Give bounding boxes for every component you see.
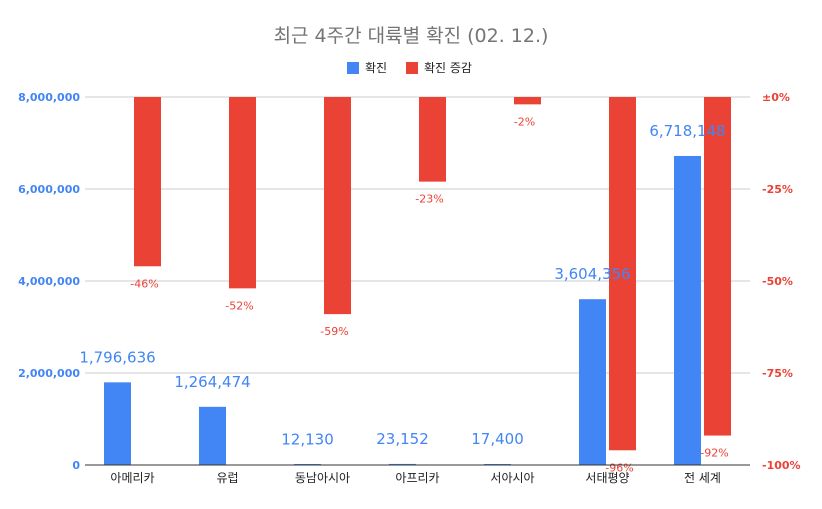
category-axis: 아메리카 유럽 동남아시아 아프리카 서아시아 서태평양 전 세계 (85, 464, 750, 485)
bars: 1,796,636 -46% 1,264,474 -52% 12,130 -59% 23,1… (79, 97, 731, 474)
data-label-confirmed: 3,604,356 (554, 265, 630, 283)
gridlines (85, 96, 750, 374)
right-tick-label: -50% (762, 275, 793, 288)
category-label: 서태평양 (585, 471, 629, 485)
left-tick-label: 4,000,000 (18, 275, 80, 288)
bar-confirmed (389, 463, 416, 465)
right-tick-label: -25% (762, 183, 793, 196)
data-label-confirmed: 6,718,148 (649, 122, 725, 140)
right-tick-label: ±0% (762, 91, 790, 104)
left-tick-label: 6,000,000 (18, 183, 80, 196)
data-label-change: -46% (130, 277, 158, 290)
legend: 확진 확진 증감 (347, 61, 472, 75)
legend-label-1: 확진 (365, 61, 387, 75)
data-label-change: -59% (320, 325, 348, 338)
data-label-change: -2% (514, 115, 535, 128)
left-tick-label: 8,000,000 (18, 91, 80, 104)
category-label: 아메리카 (110, 471, 154, 485)
left-tick-label: 2,000,000 (18, 367, 80, 380)
legend-swatch-2 (406, 62, 418, 74)
data-label-confirmed: 12,130 (281, 430, 334, 448)
bar-confirmed (104, 382, 131, 465)
data-label-change: -52% (225, 299, 253, 312)
data-label-change: -23% (415, 193, 443, 206)
right-axis: ±0% -25% -50% -75% -100% (762, 91, 801, 472)
category-label: 서아시아 (490, 471, 534, 485)
bar-change (514, 97, 541, 105)
bar-change (609, 97, 636, 451)
left-axis: 0 2,000,000 4,000,000 6,000,000 8,000,000 (18, 91, 80, 472)
bar-confirmed (674, 155, 701, 465)
data-label-change: -92% (700, 447, 728, 460)
bar-change (324, 97, 351, 315)
legend-label-2: 확진 증감 (424, 61, 472, 75)
bar-confirmed (579, 299, 606, 465)
right-tick-label: -75% (762, 367, 793, 380)
bar-change (704, 97, 731, 436)
category-label: 동남아시아 (295, 471, 350, 485)
bar-change (134, 97, 161, 267)
right-tick-label: -100% (762, 459, 801, 472)
category-label: 전 세계 (684, 471, 721, 485)
category-label: 유럽 (216, 471, 238, 485)
data-label-confirmed: 1,796,636 (79, 348, 155, 366)
bar-confirmed (199, 406, 226, 465)
chart-title: 최근 4주간 대륙별 확진 (02. 12.) (274, 25, 549, 47)
left-tick-label: 0 (72, 459, 80, 472)
category-label: 아프리카 (395, 471, 439, 485)
bar-change (419, 97, 446, 182)
data-label-confirmed: 17,400 (471, 430, 524, 448)
data-label-confirmed: 23,152 (376, 430, 429, 448)
bar-change (229, 97, 256, 289)
legend-swatch-1 (347, 62, 359, 74)
data-label-confirmed: 1,264,474 (174, 373, 250, 391)
